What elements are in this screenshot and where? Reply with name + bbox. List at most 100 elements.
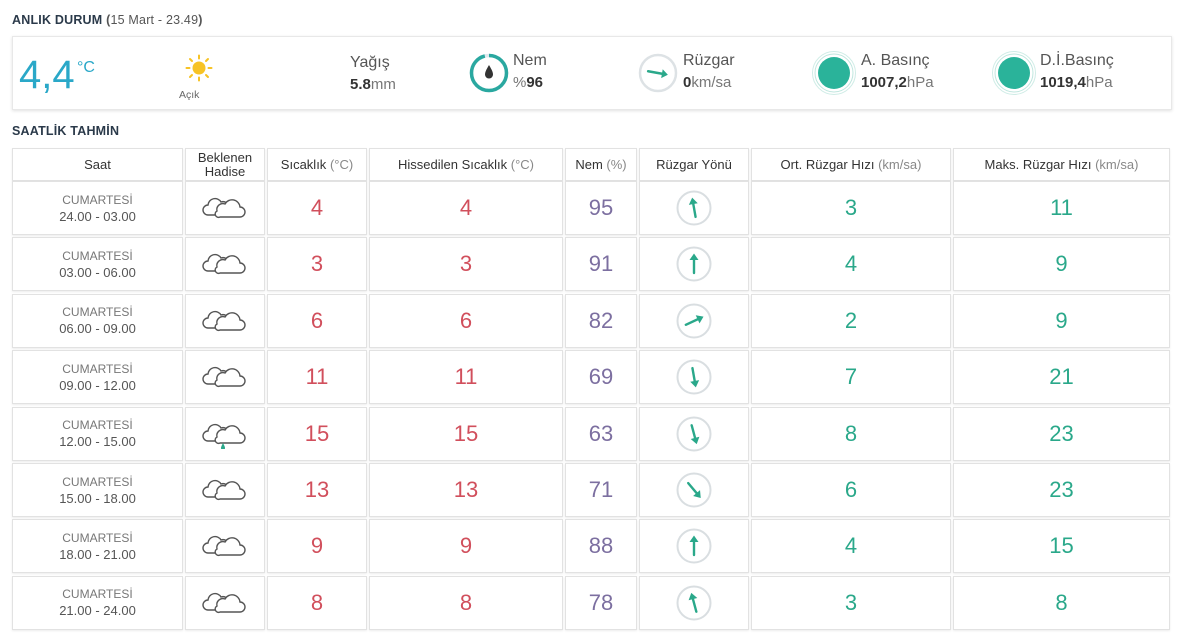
row-hours: 03.00 - 06.00 xyxy=(59,264,136,280)
row-temp: 8 xyxy=(310,589,324,615)
time-cell: CUMARTESİ 24.00 - 03.00 xyxy=(12,181,183,235)
wind-direction-cell xyxy=(639,350,749,405)
wind-direction-arrow-icon xyxy=(676,359,712,395)
temp-cell: 13 xyxy=(267,463,367,517)
event-cell xyxy=(185,237,265,292)
cloud-icon xyxy=(202,367,246,388)
humidity-number: 96 xyxy=(526,74,544,91)
row-wind-max: 23 xyxy=(1049,420,1074,446)
pressure-value: 1007,2hPa xyxy=(861,74,934,91)
row-temp: 15 xyxy=(304,420,330,446)
row-wind-avg: 7 xyxy=(844,364,858,390)
header-wind-avg-unit: (km/sa) xyxy=(878,156,922,172)
cloud-rain-icon xyxy=(202,423,246,449)
row-humidity: 95 xyxy=(588,195,614,220)
sea-pressure-value: 1019,4hPa xyxy=(1040,74,1113,91)
row-wind-avg: 6 xyxy=(844,477,858,502)
temp-cell: 6 xyxy=(267,293,367,348)
wind-max-cell: 15 xyxy=(953,519,1170,574)
time-cell: CUMARTESİ 06.00 - 09.00 xyxy=(12,293,183,348)
row-wind-max: 9 xyxy=(1055,251,1068,277)
humidity-cell: 88 xyxy=(565,519,637,574)
wind-max-cell: 21 xyxy=(953,350,1170,405)
row-wind-avg: 3 xyxy=(844,589,858,615)
row-wind-avg: 3 xyxy=(844,195,858,220)
hourly-forecast-title: SAATLİK TAHMİN xyxy=(12,124,120,138)
current-temperature: 4,4 xyxy=(19,53,75,97)
humidity-prefix: % xyxy=(513,74,527,91)
humidity-cell: 95 xyxy=(565,181,637,235)
feels-cell: 6 xyxy=(369,293,563,348)
cloud-icon xyxy=(202,536,246,557)
current-temperature-unit: °C xyxy=(77,59,95,76)
wind-avg-cell: 4 xyxy=(751,519,951,574)
row-hours: 21.00 - 24.00 xyxy=(59,603,136,619)
row-temp: 4 xyxy=(310,195,324,220)
row-day: CUMARTESİ xyxy=(62,474,133,489)
header-wind-max-unit: (km/sa) xyxy=(1095,156,1139,172)
wind-direction-cell xyxy=(639,519,749,574)
humidity-cell: 69 xyxy=(565,350,637,405)
header-temp-unit: (°C) xyxy=(329,156,354,172)
wind-gauge-icon xyxy=(638,53,678,93)
row-feels: 8 xyxy=(459,589,473,615)
header-feels-text: Hissedilen Sıcaklık xyxy=(398,156,508,172)
header-time-text: Saat xyxy=(84,156,111,172)
row-humidity: 88 xyxy=(588,533,614,559)
humidity-value: %96 xyxy=(513,74,543,91)
precip-number: 5.8 xyxy=(350,76,371,93)
event-cell xyxy=(185,519,265,574)
wind-direction-cell xyxy=(639,181,749,235)
wind-direction-arrow-icon xyxy=(676,472,712,508)
time-cell: CUMARTESİ 03.00 - 06.00 xyxy=(12,237,183,292)
row-temp: 13 xyxy=(304,477,330,502)
pressure-unit: hPa xyxy=(906,74,934,91)
pressure-number: 1007,2 xyxy=(861,74,907,91)
row-wind-max: 11 xyxy=(1050,195,1073,220)
wind-direction-arrow-icon xyxy=(676,585,712,621)
row-humidity: 71 xyxy=(588,477,614,502)
precip-unit: mm xyxy=(370,76,396,93)
wind-direction-arrow-icon xyxy=(676,416,712,452)
sea-pressure-label: D.İ.Basınç xyxy=(1040,52,1114,69)
temp-cell: 11 xyxy=(267,350,367,405)
header-humidity-unit: (%) xyxy=(606,156,627,172)
temp-cell: 4 xyxy=(267,181,367,235)
humidity-cell: 91 xyxy=(565,237,637,292)
feels-cell: 8 xyxy=(369,575,563,630)
time-cell: CUMARTESİ 15.00 - 18.00 xyxy=(12,463,183,517)
row-day: CUMARTESİ xyxy=(62,587,133,602)
row-wind-avg: 2 xyxy=(844,307,858,333)
feels-cell: 3 xyxy=(369,237,563,292)
row-wind-max: 23 xyxy=(1049,477,1074,502)
pressure-label: A. Basınç xyxy=(861,52,930,69)
humidity-label: Nem xyxy=(513,52,547,69)
wind-label: Rüzgar xyxy=(683,52,735,69)
wind-avg-cell: 3 xyxy=(751,181,951,235)
header-temp: Sıcaklık (°C) xyxy=(267,148,367,181)
header-wind-max: Maks. Rüzgar Hızı (km/sa) xyxy=(953,148,1170,181)
header-event: Beklenen Hadise xyxy=(185,148,265,181)
row-feels: 6 xyxy=(459,307,473,333)
time-cell: CUMARTESİ 09.00 - 12.00 xyxy=(12,350,183,405)
current-title-timestamp: (15 Mart - 23.49) xyxy=(106,13,203,27)
wind-avg-cell: 8 xyxy=(751,406,951,461)
row-feels: 9 xyxy=(459,533,473,559)
temp-cell: 3 xyxy=(267,237,367,292)
humidity-cell: 71 xyxy=(565,463,637,517)
row-feels: 4 xyxy=(459,195,473,220)
row-temp: 9 xyxy=(310,533,324,559)
wind-max-cell: 11 xyxy=(953,181,1170,235)
humidity-cell: 63 xyxy=(565,406,637,461)
event-cell xyxy=(185,575,265,630)
wind-max-cell: 9 xyxy=(953,293,1170,348)
row-humidity: 78 xyxy=(588,589,614,615)
header-wind-direction: Rüzgar Yönü xyxy=(639,148,749,181)
row-day: CUMARTESİ xyxy=(62,305,133,320)
row-temp: 3 xyxy=(310,251,324,277)
header-wind-avg-text: Ort. Rüzgar Hızı xyxy=(780,156,875,172)
sea-pressure-gauge-icon xyxy=(992,51,1036,95)
header-time: Saat xyxy=(12,148,183,181)
humidity-cell: 78 xyxy=(565,575,637,630)
wind-avg-cell: 3 xyxy=(751,575,951,630)
